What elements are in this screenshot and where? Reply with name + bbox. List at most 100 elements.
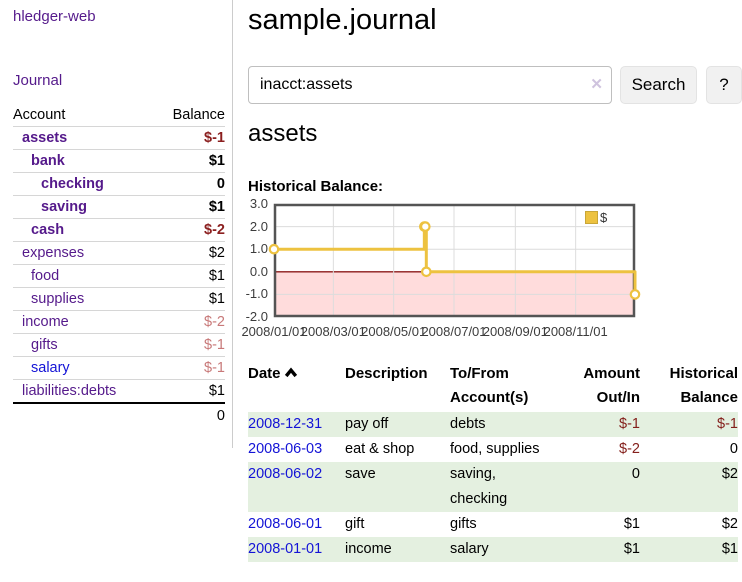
sidebar-account-link-bank[interactable]: bank [31,153,65,169]
sidebar-table-header: Account Balance [13,104,225,127]
chart-title: Historical Balance: [248,178,384,195]
register-date-link[interactable]: 2008-12-31 [248,416,323,432]
register-description: gift [345,516,365,532]
account-page-title: assets [248,120,318,147]
account-balance: $1 [208,153,225,169]
chart-legend: $ [583,209,610,226]
y-axis-tick-label: 2.0 [249,218,268,234]
sidebar-account-link-gifts[interactable]: gifts [31,337,58,353]
x-axis-tick-label: 2008/09/01 [482,324,548,339]
sidebar-account-table: Account Balance assets $-1 bank $1 checking 0… [13,104,225,427]
sidebar-account-row: expenses $2 [13,242,225,265]
register-date-link[interactable]: 2008-06-02 [248,466,323,482]
help-button[interactable]: ? [706,66,742,104]
column-header-amount: Amount Out/In [583,365,640,406]
column-header-date: Date [248,360,345,412]
account-balance: $-1 [204,360,225,376]
register-date-link[interactable]: 2008-06-03 [248,441,323,457]
legend-label: $ [600,210,608,225]
sidebar-account-link-food[interactable]: food [31,268,60,284]
clear-search-icon[interactable]: ✕ [590,76,603,93]
historical-balance-chart: 3.0 2.0 1.0 0.0 -1.0 -2.0 2008/01/01 2008/03/01… [241,196,742,340]
sidebar-account-link-supplies[interactable]: supplies [31,291,85,307]
column-header-accounts: To/From Account(s) [450,365,529,406]
sort-ascending-icon [284,363,298,387]
app-brand-link[interactable]: hledger-web [13,8,96,25]
register-date-link[interactable]: 2008-06-01 [248,516,323,532]
register-row: 2008-01-01 income salary $1 $1 [248,537,738,562]
sidebar-account-link-assets[interactable]: assets [22,130,68,146]
register-amount: $-2 [619,441,640,457]
register-accounts: saving, checking [450,466,508,507]
legend-swatch [585,211,598,224]
register-balance: 0 [729,441,738,457]
account-balance: $1 [208,383,225,399]
sidebar-account-row: salary $-1 [13,357,225,380]
main-content: sample.journal ✕ Search ? assets Histori… [241,0,742,582]
account-balance: $-1 [204,130,225,146]
register-amount: $1 [623,516,640,532]
sidebar-account-link-checking[interactable]: checking [41,176,104,192]
register-table: Date Description To/From Account(s) Amou… [248,360,738,562]
register-accounts: salary [450,541,489,557]
search-field-wrap: ✕ [248,66,612,104]
column-header-description: Description [345,365,428,382]
y-axis-tick-label: -1.0 [245,286,268,302]
register-header-row: Date Description To/From Account(s) Amou… [248,360,738,412]
account-balance: $1 [208,291,225,307]
register-row: 2008-06-02 save saving, checking 0 $2 [248,462,738,512]
register-balance: $2 [721,466,738,482]
register-description: pay off [345,416,389,432]
register-description: save [345,466,376,482]
sidebar-account-row: gifts $-1 [13,334,225,357]
account-column-header: Account [13,107,66,123]
account-balance: $-2 [204,314,225,330]
account-balance: $1 [208,268,225,284]
register-balance: $2 [721,516,738,532]
account-balance: $-1 [204,337,225,353]
sidebar-account-row: food $1 [13,265,225,288]
register-date-link[interactable]: 2008-01-01 [248,541,323,557]
sidebar-account-row: income $-2 [13,311,225,334]
sidebar-item-journal[interactable]: Journal [13,72,63,89]
register-description: eat & shop [345,441,415,457]
register-row: 2008-06-01 gift gifts $1 $2 [248,512,738,537]
x-axis-tick-label: 2008/11/01 [543,324,608,339]
y-axis-tick-label: 3.0 [249,196,268,211]
search-button[interactable]: Search [620,66,697,104]
sidebar-account-link-salary[interactable]: salary [31,360,70,376]
register-description: income [345,541,392,557]
sidebar-account-row: checking 0 [13,173,225,196]
account-balance: $1 [208,199,225,215]
sidebar-account-link-cash[interactable]: cash [31,222,65,238]
sidebar-account-link-liabilities-debts[interactable]: liabilities:debts [22,383,117,399]
x-axis-tick-label: 2008/05/01 [361,324,427,339]
sidebar-total-value: 0 [216,408,225,424]
sidebar-account-link-saving[interactable]: saving [41,199,87,215]
register-amount: $-1 [619,416,640,432]
chart-canvas [268,203,641,318]
sidebar-total-row: 0 [13,402,225,427]
account-balance: $-2 [204,222,225,238]
sidebar: hledger-web Journal Account Balance asse… [0,0,233,448]
search-bar: ✕ Search ? [248,66,742,104]
y-axis-tick-label: -2.0 [245,309,268,324]
search-input[interactable] [248,66,612,104]
register-balance: $-1 [717,416,738,432]
register-accounts: debts [450,416,486,432]
register-amount: $1 [623,541,640,557]
register-balance: $1 [721,541,738,557]
y-axis-tick-label: 1.0 [249,241,268,257]
sidebar-account-row: assets $-1 [13,127,225,150]
x-axis-tick-label: 2008/07/01 [421,324,487,339]
sidebar-account-row: supplies $1 [13,288,225,311]
sidebar-account-row: bank $1 [13,150,225,173]
sidebar-account-link-income[interactable]: income [22,314,69,330]
sidebar-account-row: liabilities:debts $1 [13,380,225,403]
register-row: 2008-12-31 pay off debts $-1 $-1 [248,412,738,437]
sidebar-account-link-expenses[interactable]: expenses [22,245,85,261]
account-balance: $2 [208,245,225,261]
register-accounts: gifts [450,516,477,532]
sidebar-account-row: saving $1 [13,196,225,219]
sidebar-account-row: cash $-2 [13,219,225,242]
